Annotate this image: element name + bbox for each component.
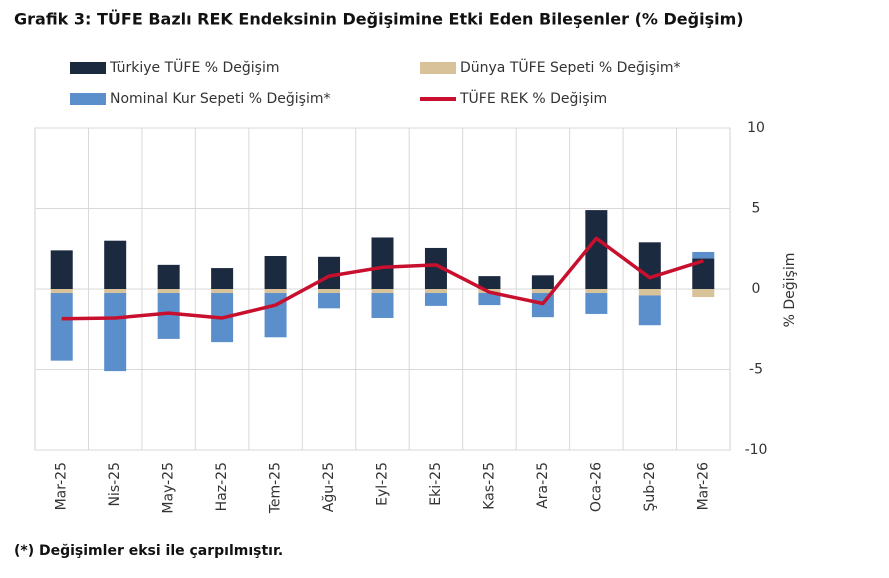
bar [157,264,180,289]
bar [585,293,608,314]
bar [50,289,73,294]
legend-label: Türkiye TÜFE % Değişim [109,58,280,76]
x-tick-label: Şub-26 [642,462,658,512]
bar [264,289,287,294]
x-tick-label: Oca-26 [588,462,604,512]
x-tick-label: Mar-25 [54,462,70,510]
x-tick-label: Tem-25 [268,462,284,514]
y-tick-label: -5 [749,362,763,378]
y-tick-label: 5 [752,201,761,217]
footnote: (*) Değişimler eksi ile çarpılmıştır. [14,543,283,559]
x-tick-label: Eyl-25 [375,462,391,506]
x-tick-label: Ara-25 [535,462,551,509]
y-tick-label: 10 [747,120,765,136]
bar [478,276,501,289]
x-tick-label: Ağu-25 [321,462,337,512]
bar [638,242,661,289]
x-tick-label: Kas-25 [481,462,497,510]
bar [638,289,661,296]
bar [104,289,127,294]
bar [585,289,608,294]
bar [424,247,447,289]
bar [318,256,341,289]
legend-swatch [70,62,106,74]
legend-label: TÜFE REK % Değişim [459,89,607,107]
y-axis-label: % Değişim [782,253,798,328]
bar [478,293,501,306]
bar [157,289,180,294]
chart-title: Grafik 3: TÜFE Bazlı REK Endeksinin Deği… [14,10,744,29]
y-tick-label: 0 [752,281,761,297]
bar [638,295,661,326]
bar [531,289,554,294]
bar [692,258,715,289]
bar [424,289,447,294]
bar [371,289,394,294]
bar [424,293,447,306]
bar [264,255,287,289]
legend-label: Dünya TÜFE Sepeti % Değişim* [460,58,681,76]
x-tick-label: May-25 [161,462,177,514]
bar [211,289,234,294]
bar [692,251,715,259]
legend-swatch [420,62,456,74]
bar [318,289,341,294]
bar [104,293,127,372]
x-tick-label: Haz-25 [214,462,230,511]
bar [531,275,554,289]
bar [318,293,341,309]
legend-label: Nominal Kur Sepeti % Değişim* [110,91,331,107]
x-tick-label: Nis-25 [107,462,123,507]
x-tick-label: Mar-26 [695,462,711,510]
y-tick-label: -10 [745,442,768,458]
bar [157,293,180,339]
bar [371,237,394,289]
bar [211,268,234,289]
bar [50,250,73,289]
x-tick-label: Eki-25 [428,462,444,506]
bar [104,240,127,289]
bar [371,293,394,318]
bar [50,293,73,361]
legend-swatch [70,93,106,105]
bar [585,210,608,289]
bar [692,289,715,298]
line [61,236,704,321]
